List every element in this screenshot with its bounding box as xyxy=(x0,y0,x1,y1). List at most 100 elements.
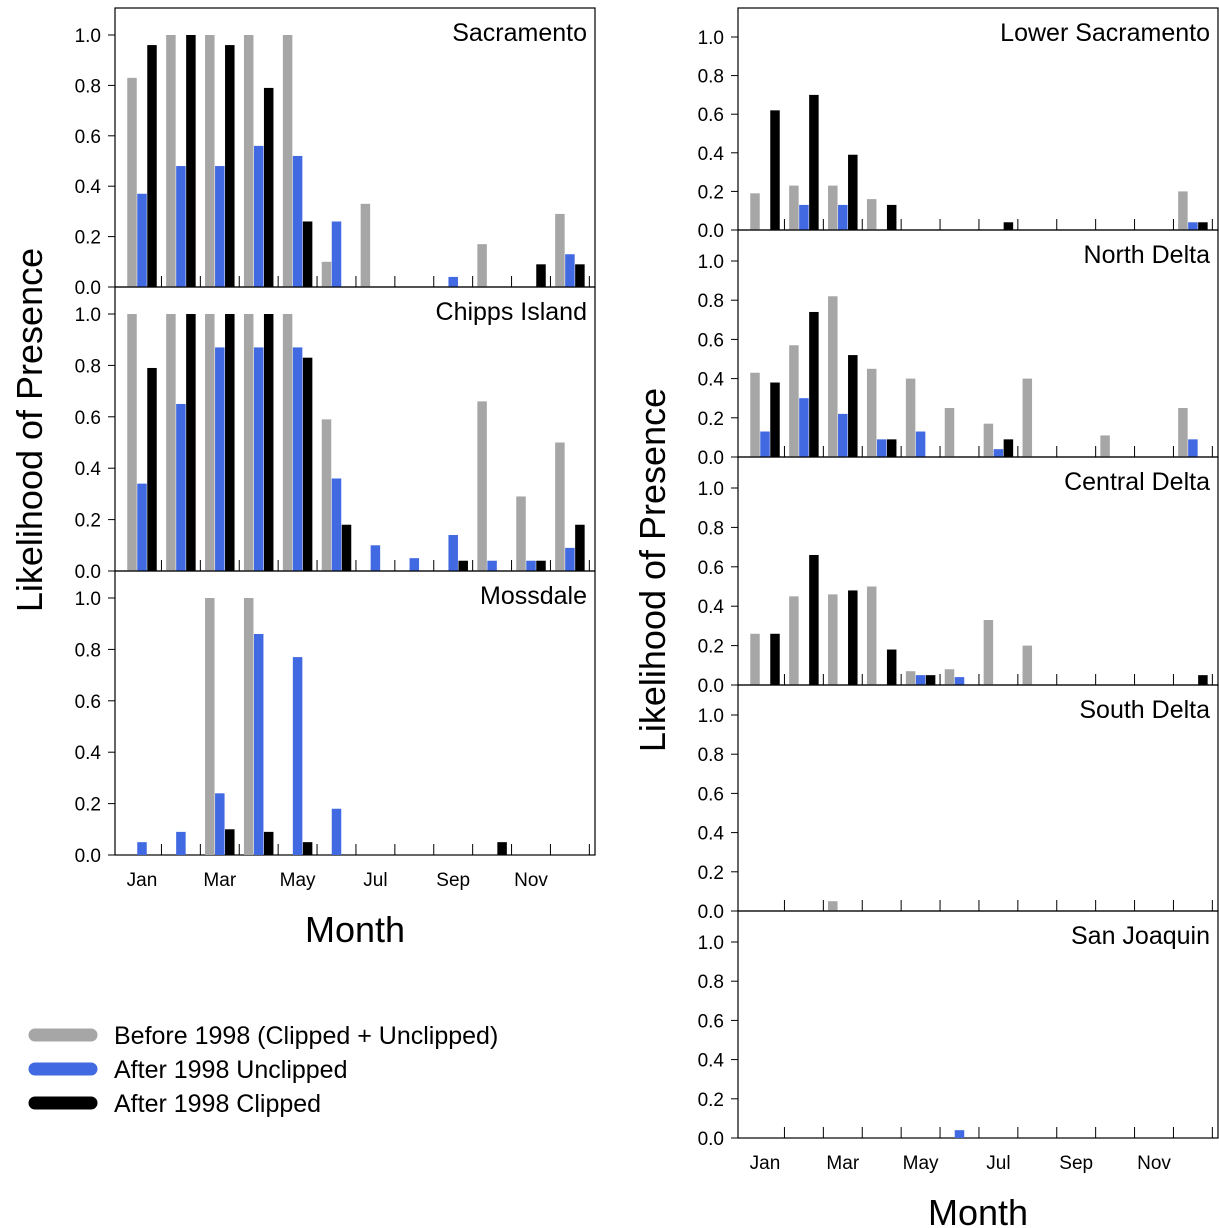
y-tick-label-lower-sacramento: 1.0 xyxy=(698,28,724,49)
panel-lower-sacramento: Lower Sacramento 0.0 0.2 0.4 0.6 0.8 1.0 xyxy=(698,7,1219,242)
bar-chipps-island-after-1998-clipped-sep xyxy=(458,560,468,571)
bar-sacramento-before-1998-jun xyxy=(321,261,332,287)
bar-sacramento-after-1998-clipped-nov xyxy=(536,264,546,287)
bar-north-delta-after-1998-unclipped-mar xyxy=(838,413,848,457)
bar-chipps-island-after-1998-unclipped-mar xyxy=(215,347,225,571)
y-tick-label-south-delta: 0.8 xyxy=(698,745,724,766)
y-tick-label-lower-sacramento: 0.6 xyxy=(698,105,724,126)
bar-chipps-island-before-1998-oct xyxy=(477,401,487,571)
bar-sacramento-before-1998-mar xyxy=(205,35,215,287)
bar-sacramento-after-1998-clipped-jan xyxy=(147,45,157,287)
bar-chipps-island-after-1998-unclipped-oct xyxy=(487,560,497,571)
x-tick-label-jan: Jan xyxy=(750,1153,781,1174)
bar-mossdale-after-1998-unclipped-jan xyxy=(137,842,147,855)
bar-chipps-island-after-1998-clipped-jan xyxy=(147,367,157,571)
bar-lower-sacramento-after-1998-clipped-dec xyxy=(1198,222,1208,230)
y-tick-label-lower-sacramento: 0.8 xyxy=(698,67,724,88)
bar-sacramento-after-1998-clipped-mar xyxy=(225,45,235,287)
bar-north-delta-after-1998-clipped-apr xyxy=(886,439,897,457)
bar-central-delta-before-1998-feb xyxy=(789,596,799,685)
panel-north-delta: North Delta 0.0 0.2 0.4 0.6 0.8 1.0 xyxy=(698,229,1219,469)
y-tick-label-san-joaquin: 0.0 xyxy=(698,1129,724,1150)
bar-north-delta-after-1998-unclipped-may xyxy=(915,431,926,457)
y-tick-label-sacramento: 0.6 xyxy=(75,127,101,148)
panel-title-lower-sacramento: Lower Sacramento xyxy=(1000,19,1210,47)
y-tick-label-south-delta: 0.2 xyxy=(698,863,724,884)
bar-chipps-island-after-1998-clipped-nov xyxy=(536,560,546,571)
panel-central-delta: Central Delta 0.0 0.2 0.4 0.6 0.8 1.0 xyxy=(698,456,1219,697)
bar-sacramento-after-1998-unclipped-jun xyxy=(331,221,342,287)
bar-sacramento-before-1998-jul xyxy=(360,203,371,287)
bar-north-delta-before-1998-may xyxy=(905,378,916,457)
bar-lower-sacramento-after-1998-unclipped-dec xyxy=(1188,222,1198,230)
y-tick-label-south-delta: 0.0 xyxy=(698,902,724,923)
panel-south-delta: South Delta 0.0 0.2 0.4 0.6 0.8 1.0 xyxy=(698,684,1219,923)
bar-north-delta-after-1998-clipped-jul xyxy=(1003,439,1014,457)
x-tick-label-jul: Jul xyxy=(986,1153,1010,1174)
x-tick-label-jul: Jul xyxy=(363,870,387,891)
bar-mossdale-after-1998-unclipped-mar xyxy=(215,793,225,855)
bar-chipps-island-after-1998-clipped-apr xyxy=(263,314,274,571)
y-tick-label-chipps-island: 0.6 xyxy=(75,408,101,429)
bar-sacramento-before-1998-feb xyxy=(166,35,176,287)
bar-chipps-island-before-1998-jun xyxy=(321,419,332,571)
x-tick-label-sep: Sep xyxy=(436,870,470,891)
bar-central-delta-after-1998-clipped-jan xyxy=(770,633,780,685)
bar-sacramento-after-1998-clipped-dec xyxy=(575,264,585,287)
panel-title-san-joaquin: San Joaquin xyxy=(1071,922,1210,950)
legend-label-before-1998: Before 1998 (Clipped + Unclipped) xyxy=(114,1022,498,1050)
bar-sacramento-after-1998-unclipped-jan xyxy=(137,193,147,287)
bar-south-delta-before-1998-mar xyxy=(828,901,838,911)
bar-central-delta-after-1998-clipped-apr xyxy=(886,649,897,685)
x-tick-label-mar: Mar xyxy=(203,870,236,891)
y-tick-label-san-joaquin: 1.0 xyxy=(698,933,724,954)
y-tick-label-central-delta: 1.0 xyxy=(698,479,724,500)
y-tick-label-mossdale: 0.4 xyxy=(75,743,102,764)
bar-north-delta-after-1998-unclipped-apr xyxy=(876,439,887,457)
bar-mossdale-after-1998-clipped-apr xyxy=(263,831,274,855)
bar-central-delta-before-1998-jul xyxy=(983,619,994,685)
bar-mossdale-after-1998-unclipped-jun xyxy=(331,808,342,855)
bar-sacramento-after-1998-unclipped-dec xyxy=(565,254,575,287)
bar-central-delta-before-1998-mar xyxy=(828,594,838,685)
bar-mossdale-before-1998-apr xyxy=(243,598,254,855)
bar-lower-sacramento-before-1998-mar xyxy=(828,185,838,230)
bar-north-delta-after-1998-clipped-feb xyxy=(809,311,819,457)
y-tick-label-lower-sacramento: 0.4 xyxy=(698,144,725,165)
y-tick-label-lower-sacramento: 0.2 xyxy=(698,182,724,203)
y-tick-label-north-delta: 0.2 xyxy=(698,409,724,430)
y-tick-label-lower-sacramento: 0.0 xyxy=(698,221,724,242)
bar-central-delta-before-1998-jun xyxy=(944,669,955,685)
bar-central-delta-after-1998-unclipped-may xyxy=(915,675,926,685)
bar-sacramento-before-1998-apr xyxy=(243,35,254,287)
bar-chipps-island-before-1998-jan xyxy=(127,314,137,571)
bar-chipps-island-after-1998-clipped-mar xyxy=(225,314,235,571)
y-tick-label-sacramento: 1.0 xyxy=(75,26,101,47)
bar-chipps-island-before-1998-mar xyxy=(205,314,215,571)
bar-chipps-island-before-1998-may xyxy=(282,314,293,571)
x-tick-label-may: May xyxy=(280,870,316,891)
y-tick-label-san-joaquin: 0.4 xyxy=(698,1051,725,1072)
y-tick-label-sacramento: 0.4 xyxy=(75,177,102,198)
bar-sacramento-before-1998-dec xyxy=(555,213,565,287)
bar-north-delta-after-1998-clipped-jan xyxy=(770,382,780,457)
bar-central-delta-before-1998-jan xyxy=(750,633,760,685)
y-tick-label-south-delta: 0.4 xyxy=(698,824,725,845)
bar-sacramento-after-1998-clipped-apr xyxy=(263,87,274,287)
y-tick-label-north-delta: 0.6 xyxy=(698,330,724,351)
bar-sacramento-after-1998-clipped-may xyxy=(302,221,313,287)
bar-central-delta-before-1998-apr xyxy=(866,586,877,685)
bar-central-delta-after-1998-clipped-may xyxy=(925,675,936,685)
bar-chipps-island-after-1998-unclipped-apr xyxy=(253,347,264,571)
panel-frame-san-joaquin xyxy=(737,910,1219,1139)
y-tick-label-chipps-island: 0.0 xyxy=(75,562,101,583)
bar-lower-sacramento-before-1998-feb xyxy=(789,185,799,230)
x-tick-label-nov: Nov xyxy=(1137,1153,1171,1174)
bar-sacramento-after-1998-clipped-feb xyxy=(186,35,196,287)
right-x-axis-title: Month xyxy=(928,1192,1028,1228)
y-tick-label-sacramento: 0.8 xyxy=(75,76,101,97)
bar-chipps-island-after-1998-unclipped-sep xyxy=(448,535,458,571)
y-tick-label-san-joaquin: 0.6 xyxy=(698,1011,724,1032)
